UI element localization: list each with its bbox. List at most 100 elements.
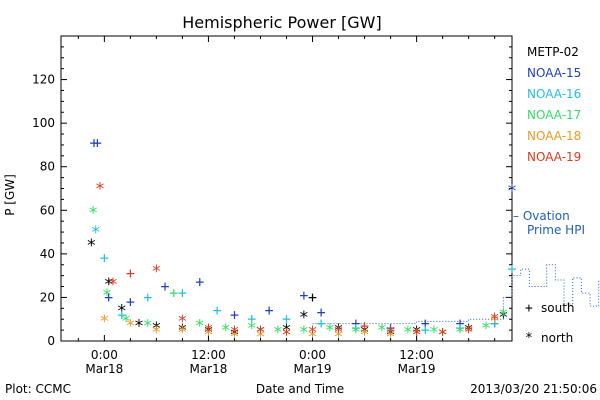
data-point-noaa-18: * [385, 327, 395, 347]
marker-legend-label-north: north [541, 331, 573, 345]
data-point-noaa-15: + [455, 315, 464, 333]
data-point-noaa-17: * [121, 312, 131, 332]
y-tick-label: 120 [32, 73, 55, 87]
data-point-noaa-17: * [247, 319, 257, 339]
data-point-metp-02: * [464, 321, 474, 341]
data-point-noaa-17: * [88, 203, 98, 223]
ovation-legend-sublabel: Prime HPI [527, 223, 585, 237]
data-point-noaa-17: * [455, 323, 465, 343]
data-point-noaa-17: + [169, 284, 178, 302]
marker-legend: + south * north [525, 301, 575, 346]
data-point-noaa-19: * [95, 179, 105, 199]
marker-legend-label-south: south [541, 301, 575, 315]
data-point-noaa-15: + [104, 288, 113, 306]
data-point-noaa-17: * [403, 323, 413, 343]
data-point-noaa-15: + [195, 273, 204, 291]
data-point-noaa-19: * [411, 325, 421, 345]
data-point-metp-02: * [333, 321, 343, 341]
data-point-noaa-17: * [481, 319, 491, 339]
data-point-noaa-16: + [386, 321, 395, 339]
data-point-noaa-18: * [151, 323, 161, 343]
data-point-noaa-16: + [282, 310, 291, 328]
data-point-metp-02: * [229, 325, 239, 345]
y-tick-label: 60 [40, 203, 55, 217]
data-point-noaa-19: * [255, 323, 265, 343]
data-point-noaa-19: * [307, 323, 317, 343]
data-point-noaa-17: * [102, 286, 112, 306]
y-tick-label: 20 [40, 290, 55, 304]
data-point-noaa-18: * [437, 325, 447, 345]
data-point-metp-02: * [299, 308, 309, 328]
data-point-noaa-19: * [229, 323, 239, 343]
data-point-noaa-16: + [117, 306, 126, 324]
data-point-noaa-15: + [265, 302, 274, 320]
data-point-metp-02: * [359, 323, 369, 343]
data-point-noaa-18: * [464, 323, 474, 343]
data-point-noaa-16: + [178, 284, 187, 302]
data-point-noaa-16: + [213, 302, 222, 320]
data-point-noaa-17: * [273, 323, 283, 343]
data-point-noaa-18: * [255, 327, 265, 347]
data-point-noaa-16: + [317, 315, 326, 333]
data-point-noaa-19: * [203, 321, 213, 341]
x-tick-date-label: Mar18 [85, 362, 123, 376]
data-point-noaa-19: + [126, 264, 135, 282]
x-tick-label: 12:00 [399, 348, 434, 362]
ovation-hpi-line [312, 264, 600, 325]
footer-timestamp: 2013/03/20 21:50:06 [470, 382, 597, 396]
data-point-noaa-19: * [385, 323, 395, 343]
x-tick-label: 0:00 [299, 348, 326, 362]
x-tick-label: 0:00 [91, 348, 118, 362]
data-point-noaa-16: + [507, 260, 516, 278]
legend: METP-02 NOAA-15 NOAA-16 NOAA-17 NOAA-18 NOAA-… [527, 45, 581, 164]
data-point-noaa-16: * [91, 223, 101, 243]
data-point-noaa-18: * [177, 323, 187, 343]
data-point-noaa-16: + [100, 249, 109, 267]
data-point-metp-02: * [281, 321, 291, 341]
data-point-metp-02: + [308, 288, 317, 306]
data-point-noaa-15: + [89, 134, 98, 152]
x-tick-date-label: Mar19 [398, 362, 436, 376]
y-tick-label: 80 [40, 160, 55, 174]
y-tick-label: 0 [47, 334, 55, 348]
data-point-noaa-19: * [333, 323, 343, 343]
data-point-metp-02: * [385, 325, 395, 345]
data-point-noaa-18: * [333, 327, 343, 347]
data-point-metp-02: * [86, 236, 96, 256]
legend-item-noaa-15: NOAA-15 [527, 66, 581, 80]
data-point-noaa-17: * [143, 317, 153, 337]
data-point-noaa-17: * [429, 323, 439, 343]
data-point-noaa-15: + [161, 278, 170, 296]
data-point-metp-02: * [203, 323, 213, 343]
data-point-noaa-18: * [359, 325, 369, 345]
data-point-metp-02: * [177, 321, 187, 341]
footer-credit: Plot: CCMC [5, 382, 71, 396]
ovation-legend-label: – Ovation [513, 209, 570, 223]
data-point-metp-02: * [117, 301, 127, 321]
data-point-noaa-18: * [99, 312, 109, 332]
data-point-noaa-17: * [498, 306, 508, 326]
data-point-noaa-16: + [247, 310, 256, 328]
data-point-noaa-17: * [221, 321, 231, 341]
x-tick-date-label: Mar19 [294, 362, 332, 376]
data-point-noaa-15: + [317, 304, 326, 322]
y-tick-label: 100 [32, 116, 55, 130]
data-point-noaa-16: + [351, 319, 360, 337]
data-point-metp-02: * [151, 319, 161, 339]
data-point-noaa-18: * [281, 325, 291, 345]
legend-item-noaa-18: NOAA-18 [527, 129, 581, 143]
data-point-noaa-15: + [93, 134, 102, 152]
data-point-noaa-18: * [490, 312, 500, 332]
legend-item-noaa-16: NOAA-16 [527, 87, 581, 101]
data-point-noaa-16: + [455, 319, 464, 337]
data-point-noaa-19: * [437, 325, 447, 345]
data-point-noaa-19: * [490, 310, 500, 330]
data-point-noaa-15: + [230, 306, 239, 324]
plot-area: 0204060801001200:00Mar1812:00Mar180:00Ma… [32, 35, 600, 376]
data-point-noaa-19: * [281, 325, 291, 345]
x-axis-label: Date and Time [256, 382, 344, 396]
data-point-noaa-17: * [351, 323, 361, 343]
legend-item-noaa-19: NOAA-19 [527, 150, 581, 164]
data-point-noaa-18: * [411, 325, 421, 345]
